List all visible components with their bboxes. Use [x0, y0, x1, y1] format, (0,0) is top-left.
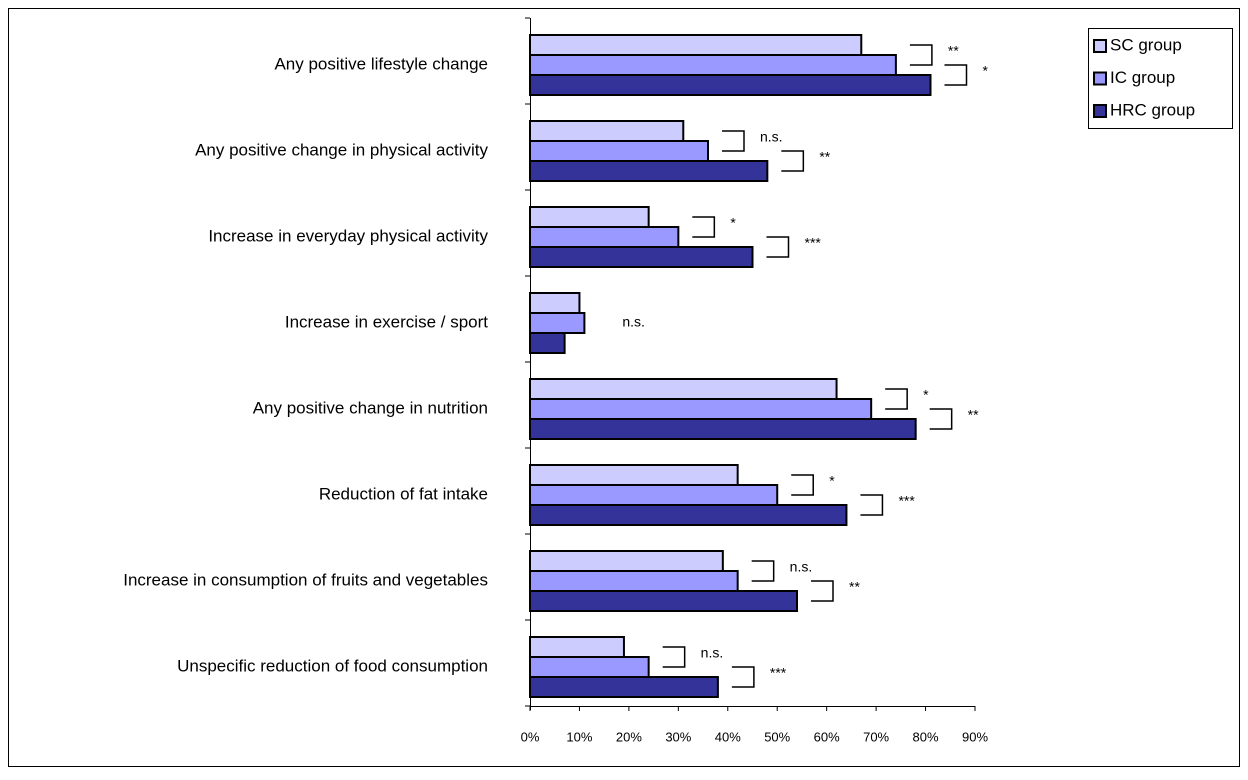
bar	[529, 292, 581, 314]
bar	[529, 504, 848, 526]
bar	[529, 206, 650, 228]
x-tick-label: 20%	[616, 729, 642, 744]
significance-bracket	[860, 494, 884, 516]
significance-bracket	[781, 150, 805, 172]
significance-label: ***	[770, 665, 787, 681]
bar	[529, 484, 779, 506]
bar	[529, 570, 739, 592]
legend-swatch	[1093, 39, 1107, 53]
significance-label: *	[923, 387, 929, 403]
bar	[529, 120, 685, 142]
bar	[529, 398, 873, 420]
category-label: Increase in exercise / sport	[285, 312, 488, 331]
bar	[529, 464, 739, 486]
category-label: Unspecific reduction of food consumption	[177, 656, 488, 675]
significance-bracket	[885, 388, 908, 410]
significance-bracket	[929, 408, 953, 430]
category-label: Reduction of fat intake	[319, 484, 488, 503]
bar	[529, 160, 769, 182]
significance-bracket	[766, 236, 790, 258]
significance-bracket	[692, 216, 716, 238]
significance-label: ***	[805, 235, 822, 251]
bar	[529, 636, 625, 658]
significance-bracket	[722, 130, 745, 152]
bar	[529, 226, 680, 248]
bar	[529, 676, 719, 698]
significance-label: ***	[898, 493, 915, 509]
bar	[529, 54, 897, 76]
bar	[529, 140, 709, 162]
significance-label: n.s.	[701, 645, 724, 661]
significance-label: **	[849, 579, 860, 595]
bar	[529, 590, 798, 612]
significance-bracket	[791, 474, 814, 496]
significance-bracket	[751, 560, 775, 582]
x-tick-label: 50%	[764, 729, 790, 744]
bar	[529, 332, 566, 354]
significance-bracket	[944, 64, 968, 86]
significance-label: *	[730, 215, 736, 231]
legend-label: HRC group	[1110, 100, 1195, 119]
x-tick-label: 70%	[863, 729, 889, 744]
legend-swatch	[1093, 71, 1107, 86]
significance-label: *	[829, 473, 835, 489]
significance-label: n.s.	[790, 559, 813, 575]
significance-bracket	[909, 44, 933, 66]
significance-label: **	[819, 149, 830, 165]
x-tick-label: 80%	[913, 729, 939, 744]
significance-label: n.s.	[760, 129, 783, 145]
category-label: Any positive change in physical activity	[195, 140, 488, 159]
significance-bracket	[811, 580, 834, 602]
bar	[529, 34, 863, 56]
category-label: Increase in everyday physical activity	[208, 226, 488, 245]
bar	[529, 246, 754, 268]
x-tick-label: 60%	[814, 729, 840, 744]
x-tick-label: 90%	[962, 729, 988, 744]
bar	[529, 312, 586, 334]
bar	[529, 418, 917, 440]
significance-bracket	[662, 646, 686, 668]
bar	[529, 378, 838, 400]
significance-bracket	[731, 666, 755, 688]
category-label: Any positive change in nutrition	[253, 398, 488, 417]
significance-label: **	[968, 407, 979, 423]
x-tick-label: 10%	[566, 729, 592, 744]
significance-label: *	[983, 63, 989, 79]
legend-label: SC group	[1110, 35, 1182, 54]
bar	[529, 74, 932, 96]
x-tick-label: 30%	[665, 729, 691, 744]
bar	[529, 550, 724, 572]
bar	[529, 656, 650, 678]
legend-label: IC group	[1110, 68, 1175, 87]
legend-swatch	[1093, 104, 1107, 118]
x-tick-label: 40%	[715, 729, 741, 744]
legend-box	[1088, 28, 1233, 129]
significance-label: **	[948, 43, 959, 59]
category-label: Increase in consumption of fruits and ve…	[123, 570, 488, 589]
significance-label: n.s.	[622, 314, 645, 330]
x-tick-label: 0%	[521, 729, 540, 744]
category-label: Any positive lifestyle change	[274, 54, 488, 73]
